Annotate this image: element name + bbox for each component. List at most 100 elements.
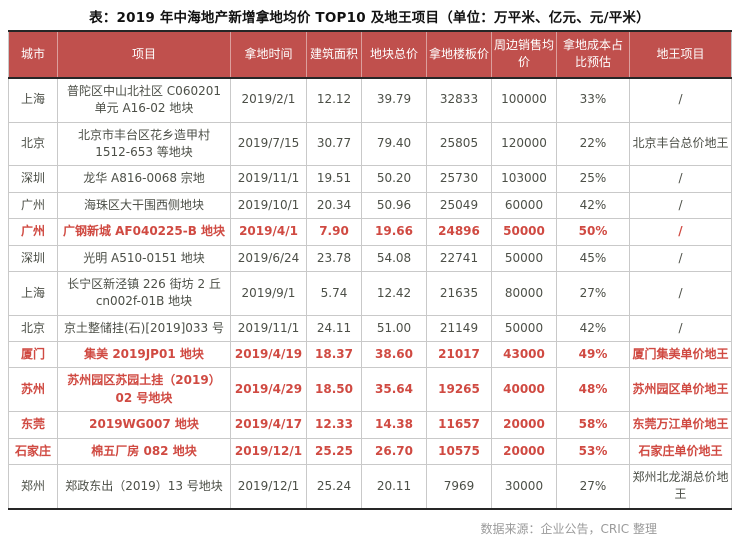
cell-total-price: 50.20 — [361, 165, 427, 193]
cell-city: 上海 — [8, 77, 58, 123]
table-row: 深圳 龙华 A816-0068 宗地 2019/11/1 19.51 50.20 2573… — [8, 165, 732, 193]
cell-land-king: 苏州园区单价地王 — [629, 367, 732, 413]
cell-city: 东莞 — [8, 411, 58, 439]
table-row: 郑州 郑政东出（2019）13 号地块 2019/12/1 25.24 20.11 796… — [8, 464, 732, 510]
cell-cost-ratio: 58% — [556, 411, 630, 439]
cell-city: 厦门 — [8, 341, 58, 369]
cell-total-price: 79.40 — [361, 121, 427, 167]
table-row: 厦门 集美 2019JP01 地块 2019/4/19 18.37 38.60 21017… — [8, 341, 732, 369]
cell-total-price: 20.11 — [361, 464, 427, 510]
cell-surrounding-price: 60000 — [491, 191, 557, 220]
column-header: 项目 — [57, 31, 231, 79]
cell-city: 上海 — [8, 270, 58, 316]
cell-project: 集美 2019JP01 地块 — [57, 341, 231, 369]
table-row: 北京 北京市丰台区花乡造甲村 1512-653 等地块 2019/7/15 30.77… — [8, 121, 732, 167]
cell-land-king: / — [629, 218, 732, 246]
column-header: 地块总价 — [361, 31, 427, 79]
cell-total-price: 19.66 — [361, 218, 427, 246]
cell-cost-ratio: 49% — [556, 341, 630, 369]
table-row: 北京 京土整储挂(石)[2019]033 号 2019/11/1 24.11 51.00… — [8, 314, 732, 343]
cell-project: 棉五厂房 082 地块 — [57, 437, 231, 466]
cell-cost-ratio: 42% — [556, 314, 630, 343]
cell-date: 2019/4/17 — [230, 411, 307, 439]
column-header: 地王项目 — [629, 31, 732, 79]
cell-total-price: 51.00 — [361, 314, 427, 343]
cell-project: 2019WG007 地块 — [57, 411, 231, 439]
cell-area: 25.24 — [306, 464, 362, 510]
cell-area: 19.51 — [306, 165, 362, 193]
cell-floor-price: 32833 — [426, 77, 492, 123]
cell-city: 苏州 — [8, 367, 58, 413]
cell-land-king: / — [629, 314, 732, 343]
column-header: 拿地时间 — [230, 31, 307, 79]
land-price-table: 城市 项目 拿地时间 建筑面积 地块总价 拿地楼板价 周边销售均价 拿地成本占比预估 地王项目 … — [8, 30, 732, 510]
cell-date: 2019/4/1 — [230, 218, 307, 246]
column-header: 拿地楼板价 — [426, 31, 492, 79]
cell-city: 北京 — [8, 121, 58, 167]
cell-floor-price: 7969 — [426, 464, 492, 510]
cell-total-price: 26.70 — [361, 437, 427, 466]
cell-date: 2019/10/1 — [230, 191, 307, 220]
cell-total-price: 38.60 — [361, 341, 427, 369]
cell-date: 2019/9/1 — [230, 270, 307, 316]
cell-city: 石家庄 — [8, 437, 58, 466]
cell-area: 25.25 — [306, 437, 362, 466]
cell-cost-ratio: 50% — [556, 218, 630, 246]
cell-land-king: 北京丰台总价地王 — [629, 121, 732, 167]
cell-floor-price: 25805 — [426, 121, 492, 167]
cell-date: 2019/12/1 — [230, 464, 307, 510]
table-row: 广州 海珠区大干围西侧地块 2019/10/1 20.34 50.96 25049 6000… — [8, 191, 732, 220]
column-header: 拿地成本占比预估 — [556, 31, 630, 79]
cell-surrounding-price: 20000 — [491, 411, 557, 439]
cell-surrounding-price: 50000 — [491, 314, 557, 343]
cell-cost-ratio: 45% — [556, 244, 630, 272]
cell-land-king: 东莞万江单价地王 — [629, 411, 732, 439]
cell-date: 2019/11/1 — [230, 314, 307, 343]
cell-area: 12.12 — [306, 77, 362, 123]
cell-land-king: / — [629, 77, 732, 123]
cell-area: 18.37 — [306, 341, 362, 369]
cell-land-king: / — [629, 270, 732, 316]
cell-area: 7.90 — [306, 218, 362, 246]
cell-project: 郑政东出（2019）13 号地块 — [57, 464, 231, 510]
cell-project: 光明 A510-0151 地块 — [57, 244, 231, 272]
cell-city: 深圳 — [8, 165, 58, 193]
column-header: 建筑面积 — [306, 31, 362, 79]
cell-date: 2019/2/1 — [230, 77, 307, 123]
cell-cost-ratio: 22% — [556, 121, 630, 167]
cell-floor-price: 21635 — [426, 270, 492, 316]
cell-total-price: 35.64 — [361, 367, 427, 413]
cell-floor-price: 21017 — [426, 341, 492, 369]
cell-cost-ratio: 27% — [556, 464, 630, 510]
cell-surrounding-price: 50000 — [491, 244, 557, 272]
cell-surrounding-price: 120000 — [491, 121, 557, 167]
cell-surrounding-price: 40000 — [491, 367, 557, 413]
cell-surrounding-price: 100000 — [491, 77, 557, 123]
cell-floor-price: 11657 — [426, 411, 492, 439]
cell-floor-price: 25049 — [426, 191, 492, 220]
cell-floor-price: 24896 — [426, 218, 492, 246]
cell-floor-price: 10575 — [426, 437, 492, 466]
table-body: 上海 普陀区中山北社区 C060201 单元 A16-02 地块 2019/2/1 1… — [8, 77, 732, 510]
cell-cost-ratio: 42% — [556, 191, 630, 220]
cell-cost-ratio: 25% — [556, 165, 630, 193]
cell-cost-ratio: 48% — [556, 367, 630, 413]
cell-area: 20.34 — [306, 191, 362, 220]
cell-total-price: 54.08 — [361, 244, 427, 272]
table-row: 深圳 光明 A510-0151 地块 2019/6/24 23.78 54.08 2274… — [8, 244, 732, 272]
cell-city: 深圳 — [8, 244, 58, 272]
cell-cost-ratio: 27% — [556, 270, 630, 316]
cell-date: 2019/4/29 — [230, 367, 307, 413]
cell-cost-ratio: 53% — [556, 437, 630, 466]
cell-total-price: 14.38 — [361, 411, 427, 439]
table-row: 上海 普陀区中山北社区 C060201 单元 A16-02 地块 2019/2/1 1… — [8, 77, 732, 123]
cell-land-king: / — [629, 191, 732, 220]
cell-land-king: / — [629, 244, 732, 272]
cell-city: 广州 — [8, 191, 58, 220]
cell-area: 18.50 — [306, 367, 362, 413]
cell-surrounding-price: 30000 — [491, 464, 557, 510]
table-row: 东莞 2019WG007 地块 2019/4/17 12.33 14.38 11657 20… — [8, 411, 732, 439]
cell-total-price: 39.79 — [361, 77, 427, 123]
cell-surrounding-price: 103000 — [491, 165, 557, 193]
cell-floor-price: 25730 — [426, 165, 492, 193]
